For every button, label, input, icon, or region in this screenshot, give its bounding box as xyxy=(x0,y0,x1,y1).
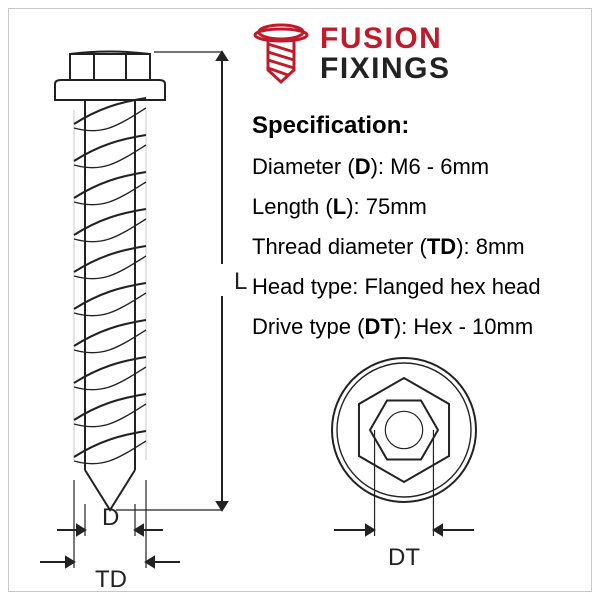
dim-label-drive-type: DT xyxy=(388,544,420,572)
technical-diagram xyxy=(0,0,600,600)
dim-label-length: L xyxy=(234,268,247,296)
dim-label-diameter: D xyxy=(102,504,119,532)
dim-label-thread-diameter: TD xyxy=(95,566,127,594)
